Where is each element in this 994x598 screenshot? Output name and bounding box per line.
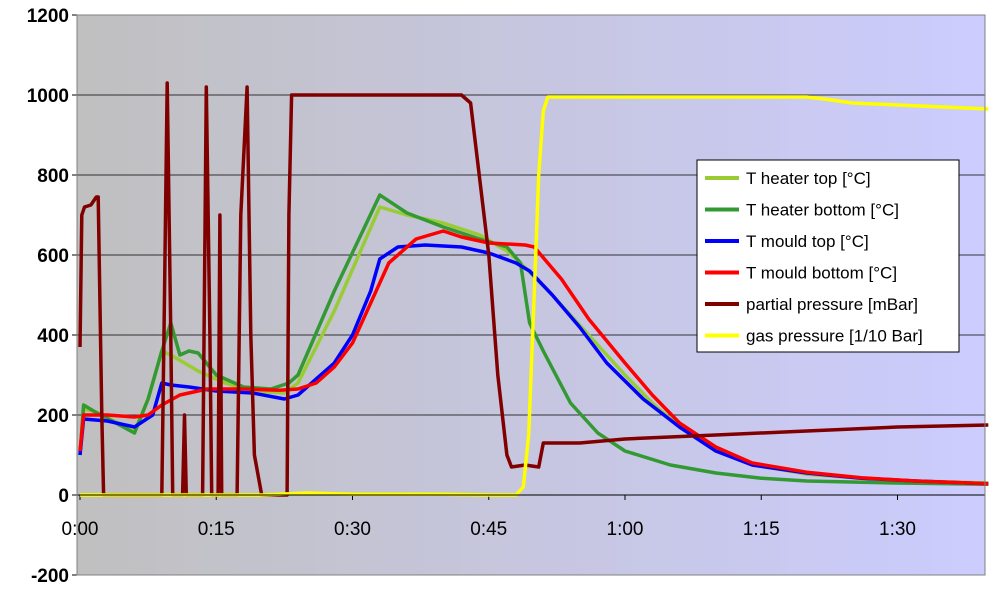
legend: T heater top [°C] T heater bottom [°C] T m… [696,159,960,353]
plot-border [76,14,986,576]
series-lines [78,81,989,497]
x-tick-label: 1:30 [879,519,916,540]
x-tick-label: 0:15 [198,519,235,540]
legend-box [696,159,960,353]
x-tick-label: 1:00 [607,519,644,540]
series-line-partial-pressure [78,81,989,497]
x-tick-label: 0:45 [470,519,507,540]
series-line-t-mould-top [78,243,989,486]
x-tick-label: 0:00 [62,519,99,540]
legend-label: T mould bottom [°C] [746,264,897,283]
y-tick-label: 800 [37,166,69,187]
legend-label: partial pressure [mBar] [746,295,918,314]
series-line-t-mould-bottom [78,229,989,486]
y-tick-label: 400 [37,326,69,347]
legend-label: gas pressure [1/10 Bar] [746,327,923,346]
y-tick-label: -200 [31,566,69,587]
legend-label: T heater top [°C] [746,169,871,188]
series-line-gas-pressure [80,95,989,497]
y-axis-ticks: -200 0 200 400 600 800 1000 1200 [27,6,77,587]
x-tick-label: 1:15 [743,519,780,540]
y-tick-label: 1200 [27,6,69,27]
x-axis-ticks: 0:00 0:15 0:30 0:45 1:00 1:15 1:30 [62,495,916,540]
legend-label: T mould top [°C] [746,232,869,251]
x-tick-label: 0:30 [334,519,371,540]
y-tick-label: 0 [58,486,69,507]
y-tick-label: 600 [37,246,69,267]
y-tick-label: 200 [37,406,69,427]
legend-label: T heater bottom [°C] [746,201,899,220]
y-tick-label: 1000 [27,86,69,107]
